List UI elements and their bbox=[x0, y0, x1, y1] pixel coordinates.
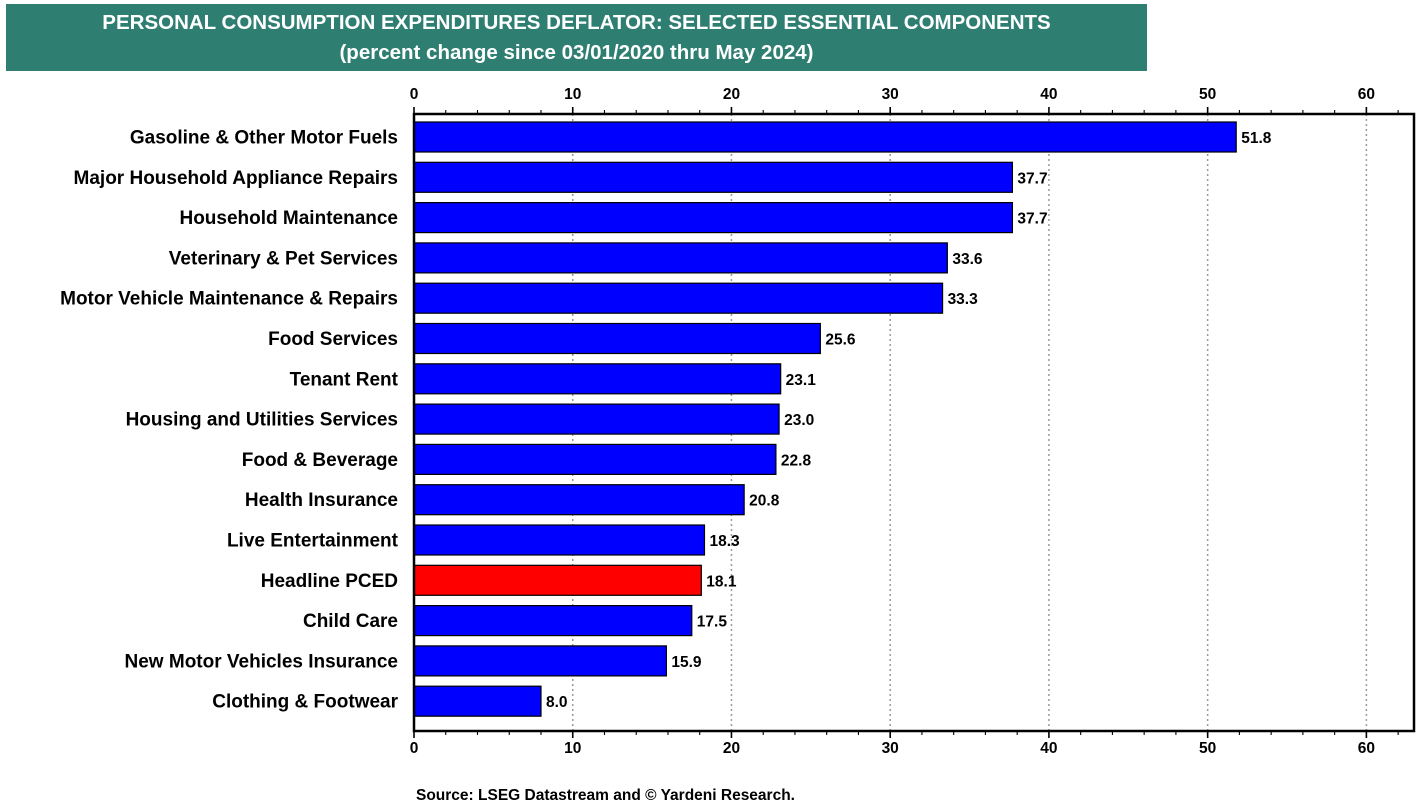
data-label: 37.7 bbox=[1017, 211, 1047, 228]
data-label: 51.8 bbox=[1241, 130, 1272, 147]
bar bbox=[413, 403, 780, 435]
bar bbox=[413, 443, 777, 475]
bar bbox=[413, 242, 948, 274]
source-note: Source: LSEG Datastream and © Yardeni Re… bbox=[416, 787, 795, 804]
category-label: Live Entertainment bbox=[227, 531, 399, 552]
x-tick-label-top: 50 bbox=[1199, 86, 1216, 103]
x-tick-label-bottom: 20 bbox=[723, 740, 740, 757]
category-label: Headline PCED bbox=[261, 571, 398, 592]
category-label: Clothing & Footwear bbox=[212, 692, 398, 713]
data-label: 15.9 bbox=[671, 654, 702, 671]
x-tick-label-top: 40 bbox=[1040, 86, 1057, 103]
bar bbox=[413, 524, 706, 556]
bar bbox=[413, 322, 821, 355]
x-tick-label-top: 0 bbox=[410, 86, 419, 103]
data-label: 25.6 bbox=[825, 332, 856, 349]
data-label: 17.5 bbox=[697, 614, 728, 631]
chart-title: PERSONAL CONSUMPTION EXPENDITURES DEFLAT… bbox=[102, 11, 1051, 34]
category-label: Housing and Utilities Services bbox=[126, 410, 398, 431]
category-label: Major Household Appliance Repairs bbox=[74, 168, 398, 189]
category-label: Tenant Rent bbox=[290, 369, 399, 390]
bar bbox=[413, 282, 944, 314]
x-tick-label-top: 20 bbox=[723, 86, 740, 103]
bar bbox=[413, 202, 1014, 234]
bar bbox=[413, 484, 745, 516]
category-label: Food Services bbox=[268, 329, 398, 350]
data-label: 20.8 bbox=[749, 493, 780, 510]
bar bbox=[413, 121, 1237, 153]
category-label: Health Insurance bbox=[245, 490, 398, 511]
category-label: Gasoline & Other Motor Fuels bbox=[130, 128, 398, 149]
category-label: New Motor Vehicles Insurance bbox=[125, 651, 398, 672]
category-label: Veterinary & Pet Services bbox=[169, 248, 398, 269]
chart-subtitle: (percent change since 03/01/2020 thru Ma… bbox=[339, 41, 814, 64]
x-tick-label-top: 30 bbox=[882, 86, 899, 103]
data-label: 18.3 bbox=[709, 533, 740, 550]
x-tick-label-bottom: 0 bbox=[410, 740, 419, 757]
bars bbox=[413, 121, 1237, 717]
bar bbox=[413, 363, 782, 395]
x-tick-label-bottom: 50 bbox=[1199, 740, 1216, 757]
category-label: Motor Vehicle Maintenance & Repairs bbox=[60, 289, 398, 310]
x-tick-label-bottom: 60 bbox=[1358, 740, 1375, 757]
data-label: 33.3 bbox=[948, 291, 979, 308]
data-label: 22.8 bbox=[781, 452, 812, 469]
bar bbox=[413, 161, 1014, 193]
x-tick-label-top: 10 bbox=[564, 86, 581, 103]
plot-frame bbox=[412, 112, 1416, 733]
x-tick-label-top: 60 bbox=[1358, 86, 1375, 103]
data-label: 23.0 bbox=[784, 412, 814, 429]
category-label: Food & Beverage bbox=[242, 450, 398, 471]
x-tick-label-bottom: 10 bbox=[564, 740, 581, 757]
data-label: 8.0 bbox=[546, 694, 568, 711]
bar bbox=[413, 645, 667, 677]
bar bbox=[413, 685, 542, 717]
data-label: 37.7 bbox=[1017, 170, 1047, 187]
labels: 0 0 10 10 20 20 30 30 40 40 50 50 60 60 Gasoline & Oth… bbox=[60, 86, 1375, 757]
bar-highlight bbox=[413, 564, 702, 596]
axis-ticks bbox=[413, 107, 1399, 738]
data-label: 23.1 bbox=[786, 372, 817, 389]
data-label: 18.1 bbox=[706, 573, 737, 590]
category-label: Child Care bbox=[303, 611, 398, 632]
category-label: Household Maintenance bbox=[179, 208, 398, 229]
title-banner: PERSONAL CONSUMPTION EXPENDITURES DEFLAT… bbox=[6, 4, 1147, 71]
x-tick-label-bottom: 40 bbox=[1040, 740, 1057, 757]
data-label: 33.6 bbox=[952, 251, 983, 268]
x-tick-label-bottom: 30 bbox=[882, 740, 899, 757]
bar bbox=[413, 604, 693, 637]
